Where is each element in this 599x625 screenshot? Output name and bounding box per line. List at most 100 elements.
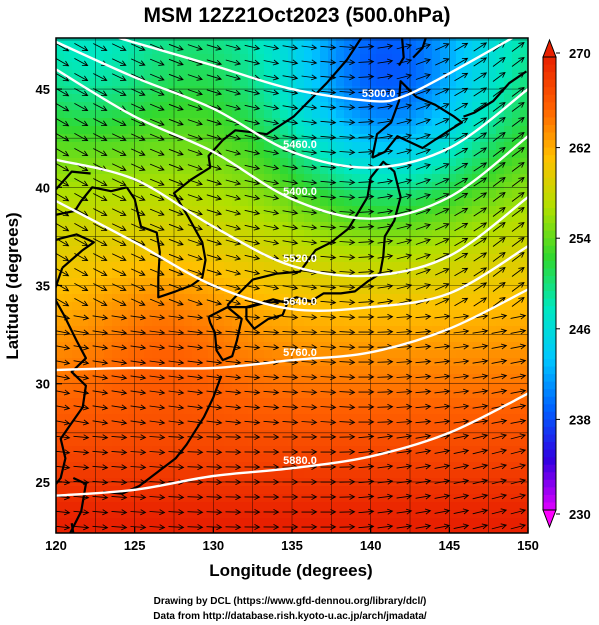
wind-arrow [263, 269, 280, 276]
wind-arrow [111, 479, 128, 486]
colorbar-segment [543, 200, 556, 209]
wind-arrow [320, 179, 337, 186]
wind-arrow [510, 478, 527, 485]
wind-arrow [377, 238, 394, 245]
wind-arrow [130, 389, 147, 396]
wind-arrow [130, 404, 147, 411]
wind-arrow [358, 223, 375, 230]
wind-arrow [415, 58, 431, 65]
wind-arrow [111, 434, 128, 441]
wind-arrow [168, 509, 185, 516]
wind-arrow [168, 344, 185, 351]
wind-arrow [358, 238, 375, 245]
wind-arrow [473, 297, 488, 307]
colorbar-tick-label: 238 [569, 412, 591, 427]
wind-arrow [168, 434, 185, 441]
wind-arrow [187, 284, 203, 291]
wind-arrow [396, 433, 413, 440]
wind-arrow [131, 43, 146, 51]
wind-arrow [149, 509, 166, 516]
wind-arrow [396, 58, 413, 65]
wind-arrow [131, 58, 146, 66]
wind-arrow [491, 328, 508, 335]
wind-arrow [301, 164, 318, 171]
wind-arrow [396, 508, 413, 515]
x-tick-label: 150 [517, 538, 539, 553]
wind-arrow [130, 449, 147, 456]
wind-arrow [93, 73, 108, 81]
wind-arrow [263, 74, 280, 81]
wind-arrow [301, 224, 318, 231]
wind-arrow [73, 359, 90, 366]
wind-arrow [415, 148, 431, 155]
wind-arrow [491, 463, 508, 470]
wind-arrow [339, 299, 356, 306]
wind-arrow [263, 209, 280, 216]
wind-arrow [472, 523, 489, 530]
wind-arrow [56, 509, 71, 516]
wind-arrow [492, 71, 506, 82]
colorbar-segment [543, 102, 556, 111]
contour-line [56, 40, 528, 169]
wind-arrow [92, 479, 109, 486]
wind-arrow [149, 283, 165, 291]
wind-arrow [56, 464, 71, 471]
colorbar-segment [543, 253, 556, 262]
wind-arrow [263, 494, 280, 500]
wind-arrow [225, 299, 242, 306]
wind-arrow [434, 418, 451, 425]
colorbar-segment [543, 223, 556, 232]
wind-arrow [472, 418, 489, 425]
wind-arrow [187, 419, 204, 426]
wind-arrow [358, 103, 375, 110]
wind-arrow [131, 208, 146, 216]
wind-arrow [454, 132, 469, 142]
wind-arrow [396, 148, 413, 155]
colorbar-segment [543, 170, 556, 179]
wind-arrow [511, 71, 525, 82]
wind-arrow [244, 269, 261, 276]
wind-arrow [206, 524, 223, 531]
wind-arrow [206, 134, 223, 141]
wind-arrow [131, 103, 146, 111]
wind-arrow [112, 178, 127, 186]
wind-arrow [396, 43, 413, 50]
wind-arrow [301, 74, 318, 81]
wind-arrow [187, 299, 203, 306]
wind-arrow [511, 131, 525, 142]
wind-arrow [149, 404, 166, 411]
wind-arrow [187, 209, 203, 216]
wind-arrow [320, 524, 337, 530]
wind-arrow [396, 388, 413, 395]
wind-arrow [92, 509, 109, 516]
wind-arrow [56, 238, 70, 247]
colorbar-segment [543, 472, 556, 481]
colorbar-segment [543, 396, 556, 405]
wind-arrow [111, 404, 128, 411]
wind-arrow [320, 449, 337, 455]
wind-arrow [187, 449, 204, 456]
wind-arrow [56, 344, 71, 351]
wind-arrow [492, 266, 506, 277]
wind-arrow [473, 87, 488, 97]
wind-arrow [492, 206, 506, 217]
wind-arrow [168, 268, 184, 276]
wind-arrow [149, 524, 166, 531]
wind-arrow [511, 236, 525, 247]
wind-arrow [339, 433, 356, 440]
wind-arrow [301, 284, 318, 291]
wind-arrow [472, 373, 489, 380]
wind-arrow [396, 238, 413, 245]
wind-arrow [111, 524, 128, 531]
wind-arrow [131, 253, 146, 261]
wind-arrow [339, 359, 356, 366]
wind-arrow [263, 104, 280, 111]
wind-arrow [396, 448, 413, 455]
wind-arrow [473, 267, 488, 277]
wind-arrow [415, 508, 432, 515]
wind-arrow [131, 298, 146, 306]
wind-arrow [301, 59, 318, 66]
x-tick-label: 135 [281, 538, 303, 553]
wind-arrow [301, 119, 318, 126]
wind-arrow [225, 404, 242, 411]
